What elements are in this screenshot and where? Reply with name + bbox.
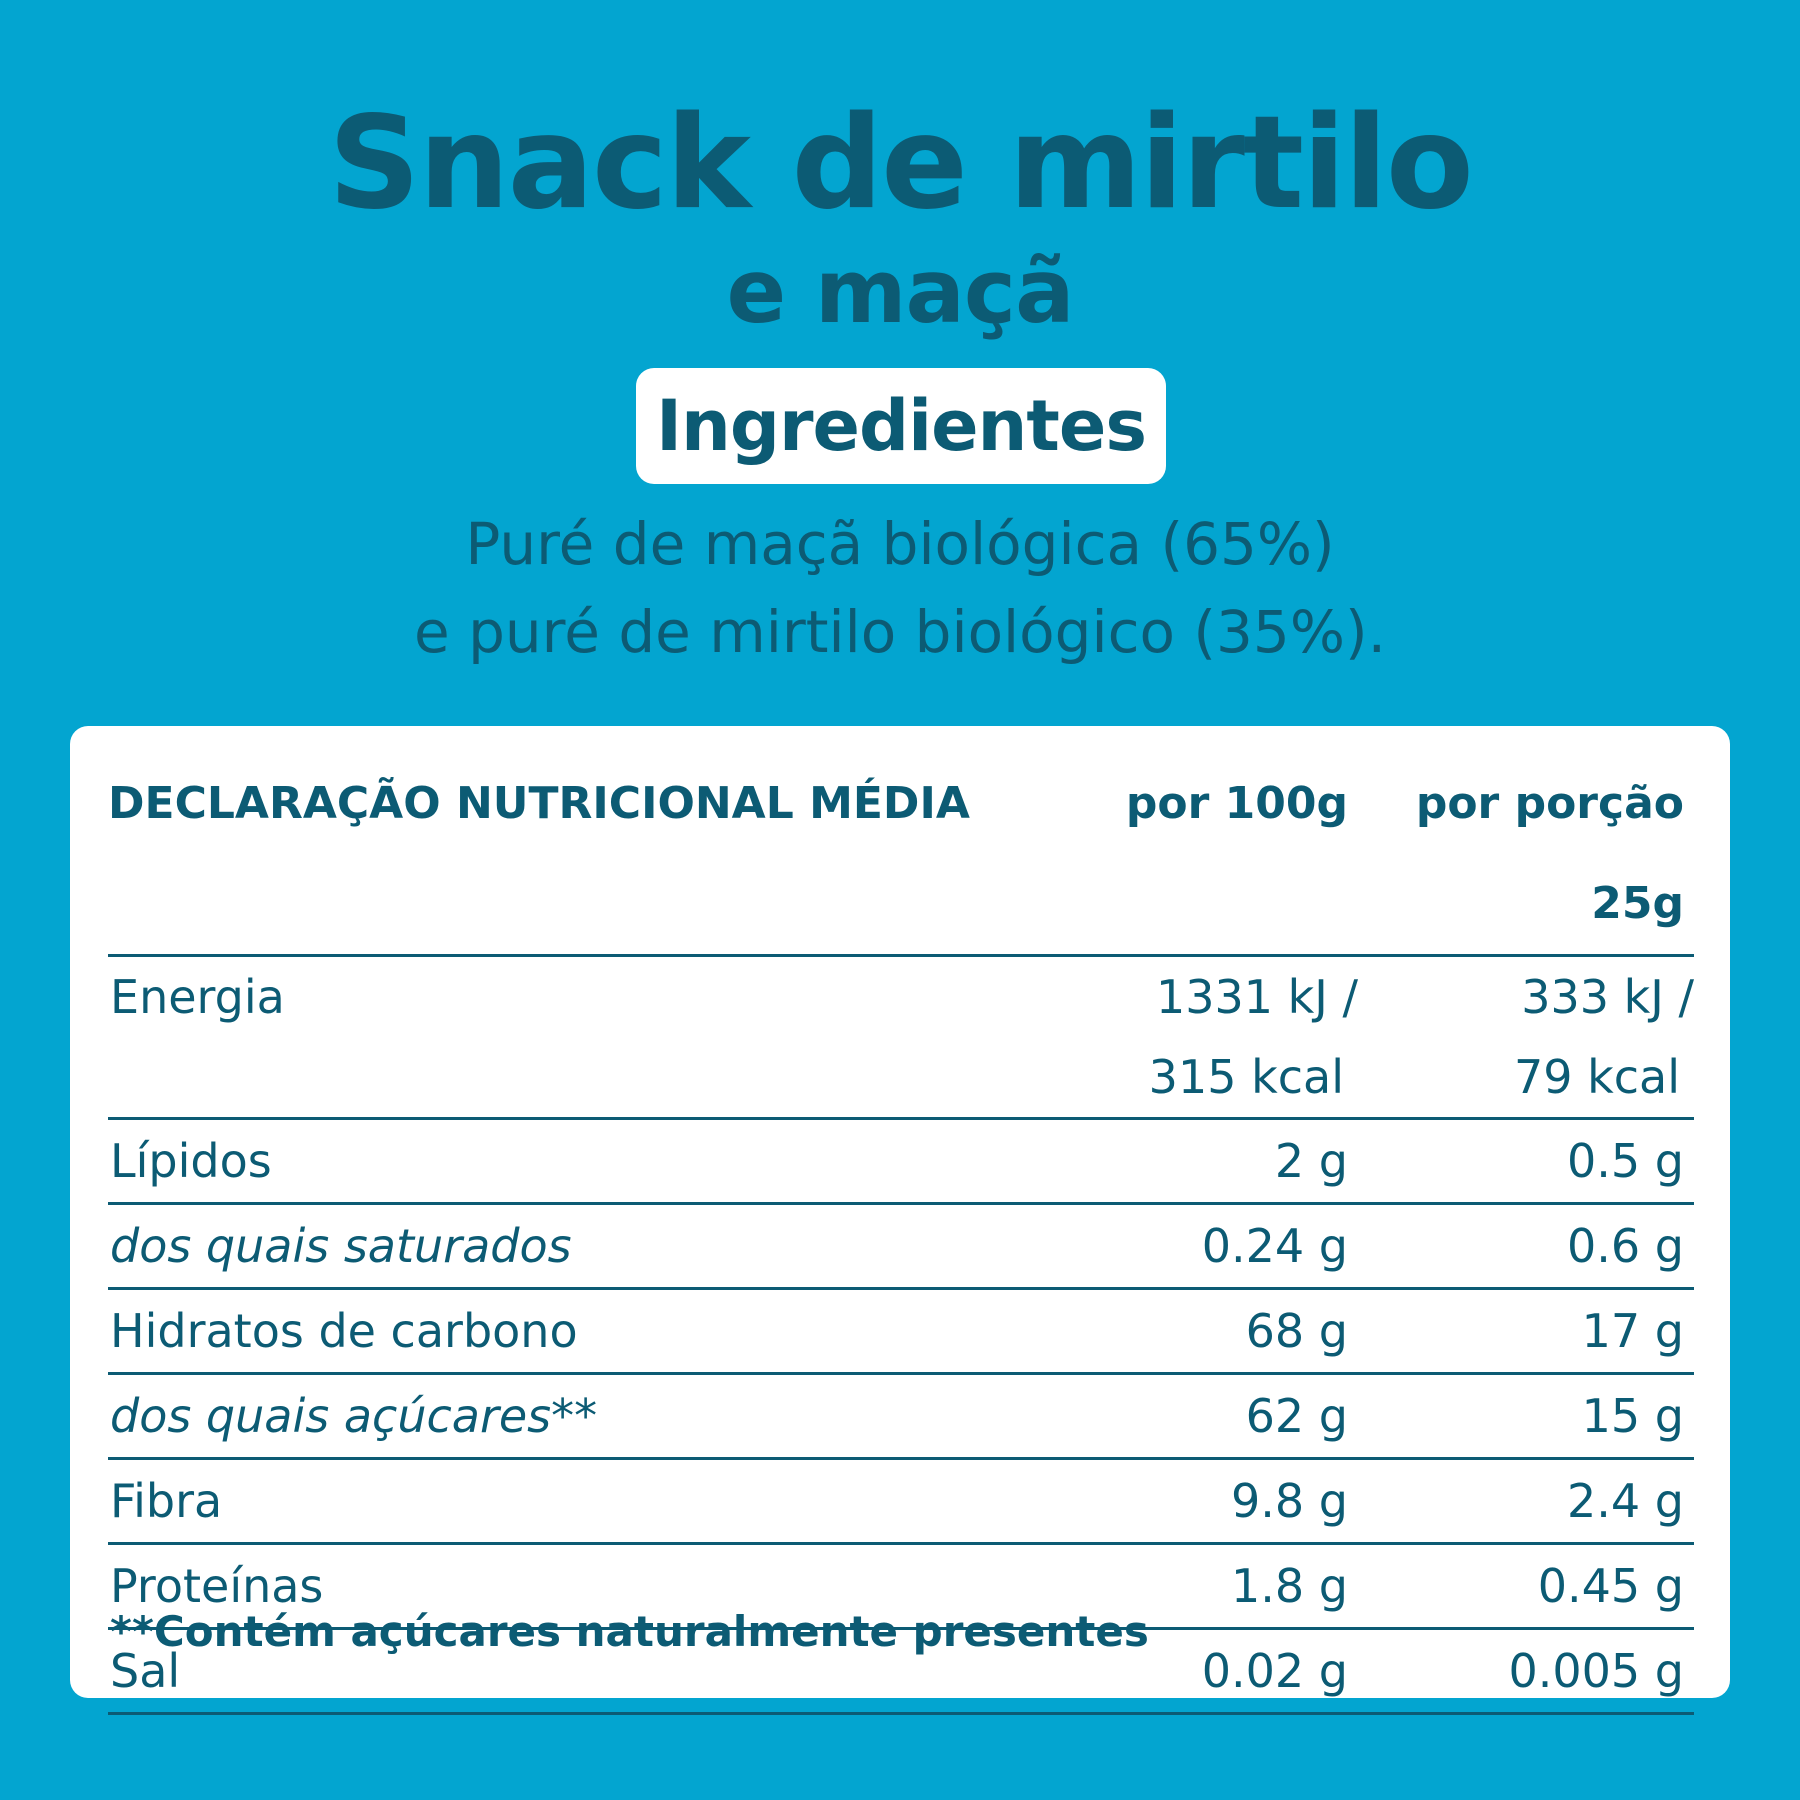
row-value-per-portion: 0.5 g [1358, 1118, 1694, 1205]
table-row: Fibra 9.8 g 2.4 g [108, 1458, 1694, 1545]
energy-per-portion-kj: 333 kJ / [1521, 970, 1694, 1024]
ingredients-heading: Ingredientes [656, 385, 1147, 467]
row-value-per-portion: 2.4 g [1358, 1458, 1694, 1545]
row-value-per-portion: 0.6 g [1358, 1203, 1694, 1290]
row-value-per-100g: 2 g [988, 1118, 1358, 1205]
product-subtitle: e maçã [726, 240, 1075, 343]
energy-per-100g-kj: 1331 kJ / [1155, 970, 1358, 1024]
row-value-per-100g: 9.8 g [988, 1458, 1358, 1545]
row-value-per-100g: 0.24 g [988, 1203, 1358, 1290]
nutrition-card: DECLARAÇÃO NUTRICIONAL MÉDIA por 100g po… [70, 726, 1730, 1715]
row-value-per-100g: 0.02 g [988, 1628, 1358, 1715]
nutrition-header-row: DECLARAÇÃO NUTRICIONAL MÉDIA por 100g po… [108, 754, 1694, 957]
ingredients-line-1: Puré de maçã biológica (65%) [465, 510, 1335, 578]
table-row: dos quais açúcares** 62 g 15 g [108, 1373, 1694, 1460]
row-value-per-portion: 17 g [1358, 1288, 1694, 1375]
energy-per-100g-kcal: 315 kcal [1148, 1050, 1344, 1104]
energy-per-100g: 1331 kJ / 315 kcal [988, 955, 1358, 1120]
ingredients-heading-badge: Ingredientes [636, 368, 1166, 484]
table-row: dos quais saturados 0.24 g 0.6 g [108, 1203, 1694, 1290]
row-label: Proteínas [108, 1543, 988, 1630]
ingredients-list: Puré de maçã biológica (65%) e puré de m… [0, 500, 1800, 676]
row-value-per-portion: 15 g [1358, 1373, 1694, 1460]
row-value-per-100g: 62 g [988, 1373, 1358, 1460]
row-label: dos quais açúcares** [108, 1373, 988, 1460]
sugar-footnote: **Contém açúcares naturalmente presentes [110, 1607, 1149, 1656]
ingredients-line-2: e puré de mirtilo biológico (35%). [413, 598, 1387, 666]
row-label: Hidratos de carbono [108, 1288, 988, 1375]
table-row: Hidratos de carbono 68 g 17 g [108, 1288, 1694, 1375]
header-per-100g: por 100g [988, 754, 1358, 957]
table-row: Lípidos 2 g 0.5 g [108, 1118, 1694, 1205]
row-value-per-100g: 1.8 g [988, 1543, 1358, 1630]
row-label: Sal [108, 1628, 988, 1715]
row-value-per-portion: 0.45 g [1358, 1543, 1694, 1630]
energy-per-portion-kcal: 79 kcal [1513, 1050, 1680, 1104]
header-per-portion: por porção 25g [1358, 754, 1694, 957]
table-row-energy: Energia 1331 kJ / 315 kcal 333 kJ / 79 k… [108, 955, 1694, 1120]
row-label: Fibra [108, 1458, 988, 1545]
row-label: Energia [108, 955, 988, 1120]
row-value-per-100g: 68 g [988, 1288, 1358, 1375]
energy-per-portion: 333 kJ / 79 kcal [1358, 955, 1694, 1120]
row-label: dos quais saturados [108, 1203, 988, 1290]
table-row: Proteínas 1.8 g 0.45 g [108, 1543, 1694, 1630]
nutrition-table: DECLARAÇÃO NUTRICIONAL MÉDIA por 100g po… [108, 754, 1694, 1715]
header-declaration: DECLARAÇÃO NUTRICIONAL MÉDIA [108, 754, 988, 957]
table-row: Sal 0.02 g 0.005 g [108, 1628, 1694, 1715]
row-label: Lípidos [108, 1118, 988, 1205]
product-title: Snack de mirtilo [328, 89, 1474, 238]
row-value-per-portion: 0.005 g [1358, 1628, 1694, 1715]
